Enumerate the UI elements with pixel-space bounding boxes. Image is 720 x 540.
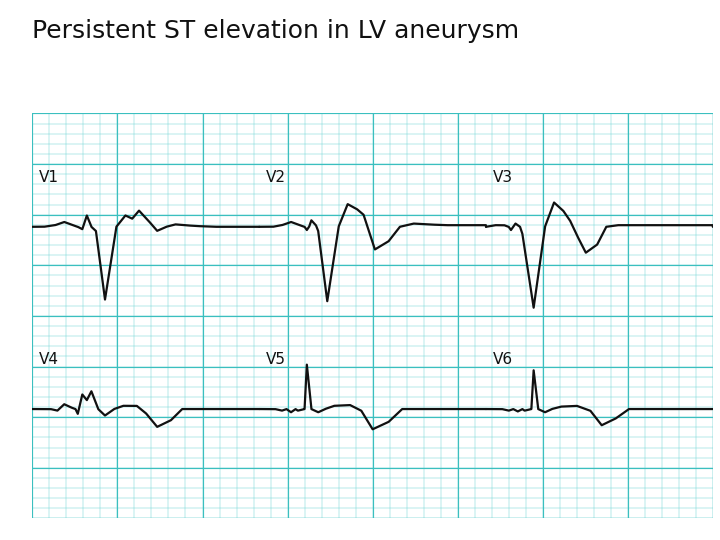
Text: V4: V4 <box>39 352 59 367</box>
Text: V3: V3 <box>492 170 513 185</box>
Text: V6: V6 <box>492 352 513 367</box>
Text: V2: V2 <box>266 170 286 185</box>
Text: V1: V1 <box>39 170 59 185</box>
Text: Persistent ST elevation in LV aneurysm: Persistent ST elevation in LV aneurysm <box>32 19 520 43</box>
Text: V5: V5 <box>266 352 286 367</box>
